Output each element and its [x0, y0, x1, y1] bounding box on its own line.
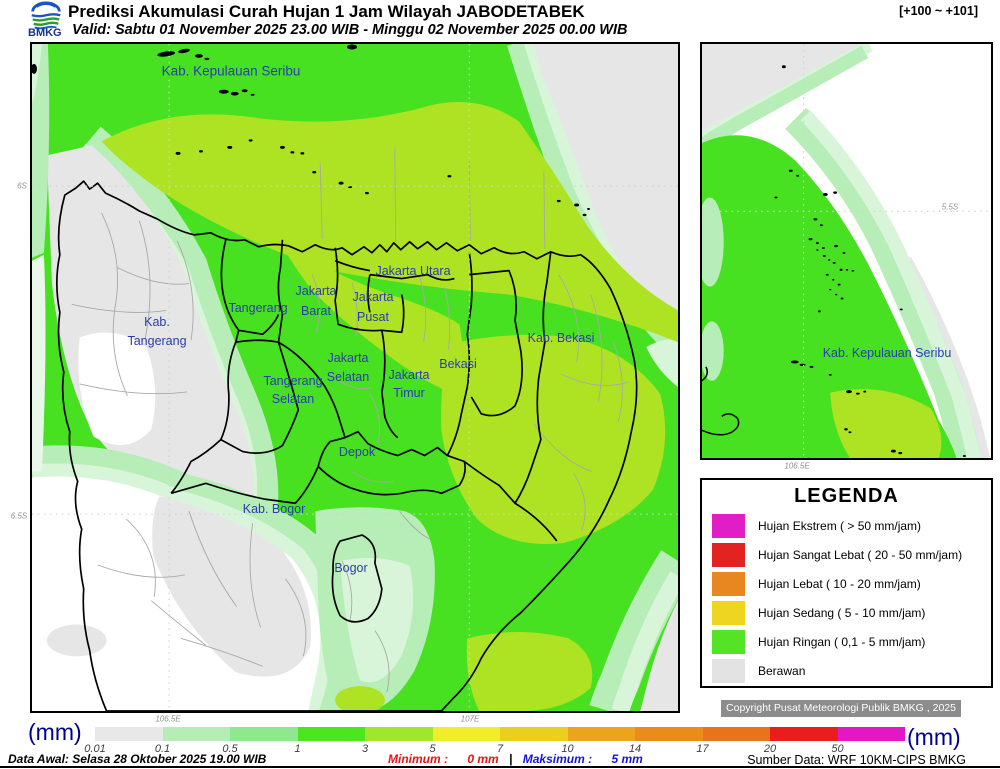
colorbar-tick-label: 0.1: [154, 743, 171, 755]
colorbar-unit-right: (mm): [907, 724, 961, 750]
colorbar-segment: [567, 727, 635, 741]
legend-item-label: Hujan Sangat Lebat ( 20 - 50 mm/jam): [758, 548, 963, 562]
colorbar-tick-label: 10: [561, 743, 574, 755]
legend-row: Hujan Ekstrem ( > 50 mm/jam): [712, 514, 982, 538]
colorbar-segment: [230, 727, 298, 741]
legend-swatch: [712, 572, 745, 596]
legend-swatch: [712, 630, 745, 654]
islands-main: [32, 44, 591, 217]
maksimum-value: 5 mm: [611, 752, 643, 766]
legend-swatch: [712, 514, 745, 538]
valid-period: Valid: Sabtu 01 November 2025 23.00 WIB …: [72, 22, 628, 38]
colorbar-segment: [365, 727, 433, 741]
inset-map: [700, 42, 993, 460]
minmax-separator: |: [509, 752, 513, 766]
forecast-hour-range: [+100 ~ +101]: [899, 4, 978, 18]
colorbar-ticks: 0.01 0.1 0.5 1 3 5 7 10 14 17 20 50: [84, 743, 905, 756]
bmkg-logo-text: BMKG: [28, 27, 62, 39]
axis-label: 107E: [460, 714, 480, 724]
legend-item-label: Hujan Lebat ( 10 - 20 mm/jam): [758, 577, 921, 591]
legend-swatch: [712, 601, 745, 625]
minimum-label: Minimum :: [388, 752, 448, 766]
legend-title: LEGENDA: [794, 485, 899, 507]
legend-item-label: Hujan Ringan ( 0,1 - 5 mm/jam): [758, 635, 926, 649]
colorbar-tick-label: 14: [628, 743, 642, 755]
axis-label: 6S: [17, 181, 27, 191]
colorbar-tick-label: 5: [429, 743, 436, 755]
islands-inset: [774, 65, 966, 458]
legend-row: Hujan Ringan ( 0,1 - 5 mm/jam): [712, 630, 982, 654]
sumber-data-text: Sumber Data: WRF 10KM-CIPS BMKG: [747, 753, 966, 767]
colorbar-tick-label: 7: [496, 743, 504, 755]
colorbar-segment: [162, 727, 230, 741]
graticule-inset: [702, 44, 991, 458]
colorbar-tick-label: 3: [361, 743, 369, 755]
bmkg-logo-icon: [27, 1, 65, 30]
legend-row: Berawan: [712, 659, 982, 683]
colorbar-segment: [635, 727, 703, 741]
colorbar-tick-label: 50: [831, 743, 844, 755]
colorbar-segment: [702, 727, 770, 741]
copyright-bar: Copyright Pusat Meteorologi Publik BMKG …: [721, 700, 961, 717]
legend-swatch: [712, 543, 745, 567]
legend-item-label: Hujan Ekstrem ( > 50 mm/jam): [758, 519, 922, 533]
colorbar-tick-label: 0.01: [84, 743, 106, 755]
colorbar-tick-label: 17: [696, 743, 709, 755]
axis-label: 6.5S: [10, 511, 28, 521]
colorbar-tick-label: 20: [763, 743, 777, 755]
colorbar-segment: [770, 727, 838, 741]
min-max-text: Minimum : 0 mm | Maksimum : 5 mm: [388, 752, 643, 766]
data-awal-text: Data Awal: Selasa 28 Oktober 2025 19.00 …: [8, 752, 267, 766]
colorbar-segment: [432, 727, 500, 741]
legend-swatch: [712, 659, 745, 683]
colorbar-tick-label: 0.5: [222, 743, 238, 755]
legend-row: Hujan Sedang ( 5 - 10 mm/jam): [712, 601, 982, 625]
legend-item-label: Berawan: [758, 664, 806, 678]
minimum-value: 0 mm: [467, 752, 499, 766]
legend-item-label: Hujan Sedang ( 5 - 10 mm/jam): [758, 606, 926, 620]
colorbar: [95, 727, 905, 741]
rain-contours-inset: [702, 44, 991, 458]
axis-label: 106.5E: [784, 461, 810, 471]
maksimum-label: Maksimum :: [522, 752, 593, 766]
colorbar-segment: [297, 727, 365, 741]
page-title: Prediksi Akumulasi Curah Hujan 1 Jam Wil…: [68, 2, 585, 21]
main-map: [30, 42, 680, 713]
coastline-inset: [702, 366, 740, 436]
subdistrict-borders: [71, 148, 629, 693]
legend-row: Hujan Sangat Lebat ( 20 - 50 mm/jam): [712, 543, 982, 567]
district-borders: [56, 180, 638, 711]
colorbar-tick-label: 1: [294, 743, 301, 755]
colorbar-unit-left: (mm): [28, 719, 82, 745]
rain-contours-main: [32, 44, 678, 711]
colorbar-segment: [500, 727, 568, 741]
axis-label: 106.5E: [155, 714, 181, 724]
legend-box: LEGENDA Hujan Ekstrem ( > 50 mm/jam) Huja…: [700, 478, 993, 688]
bottom-divider: [0, 766, 1000, 768]
colorbar-segment: [95, 727, 163, 741]
legend-row: Hujan Lebat ( 10 - 20 mm/jam): [712, 572, 982, 596]
colorbar-segment: [837, 727, 905, 741]
